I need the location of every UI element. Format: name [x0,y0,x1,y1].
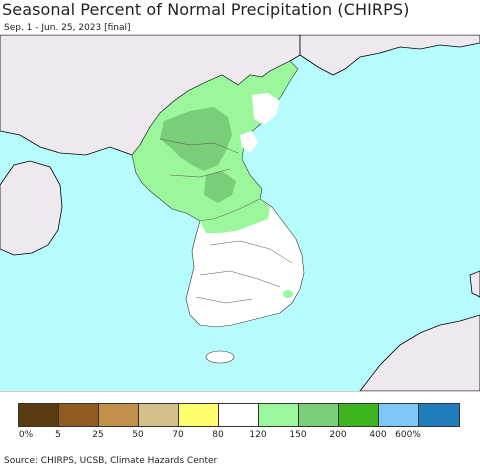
admin-boundaries [159,138,293,304]
legend-tick-label: 0% [18,430,34,440]
sk-green-spot [283,290,293,298]
japan-land-2 [469,270,480,298]
legend-tick-label: 80 [212,430,224,440]
legend-swatch [339,404,379,426]
legend-colorbar [18,403,460,427]
legend-swatch [299,404,339,426]
source-credit: Source: CHIRPS, UCSB, Climate Hazards Ce… [4,456,218,466]
jeju-island [205,350,235,364]
legend-tick-label: 400 [369,430,387,440]
legend-tick-label: 25 [92,430,104,440]
legend-tick-label: 150 [289,430,307,440]
nk-dark-green [160,107,232,171]
sk-green-band [200,199,270,233]
legend-swatch [139,404,179,426]
legend-swatch [259,404,299,426]
legend-tick-label: 70 [172,430,184,440]
japan-land [359,314,480,391]
legend-tick-label: 600% [395,430,421,440]
legend-tick-label: 5 [55,430,61,440]
legend-swatch [99,404,139,426]
nk-white-patch [252,93,280,125]
nk-dark-green-2 [204,171,236,203]
legend-tick-label: 120 [249,430,267,440]
legend-swatch [419,404,459,426]
legend-swatch [59,404,99,426]
nk-white-patch-2 [240,131,258,153]
legend-swatch [379,404,419,426]
map-title: Seasonal Percent of Normal Precipitation… [2,0,410,19]
legend-swatch [219,404,259,426]
legend-swatch [19,404,59,426]
russia-land [299,35,480,76]
liaodong-land [0,160,63,256]
map-subtitle: Sep. 1 - Jun. 25, 2023 [final] [4,23,131,33]
precipitation-map [0,34,480,392]
legend-tick-label: 50 [132,430,144,440]
legend-swatch [179,404,219,426]
legend-tick-label: 200 [329,430,347,440]
